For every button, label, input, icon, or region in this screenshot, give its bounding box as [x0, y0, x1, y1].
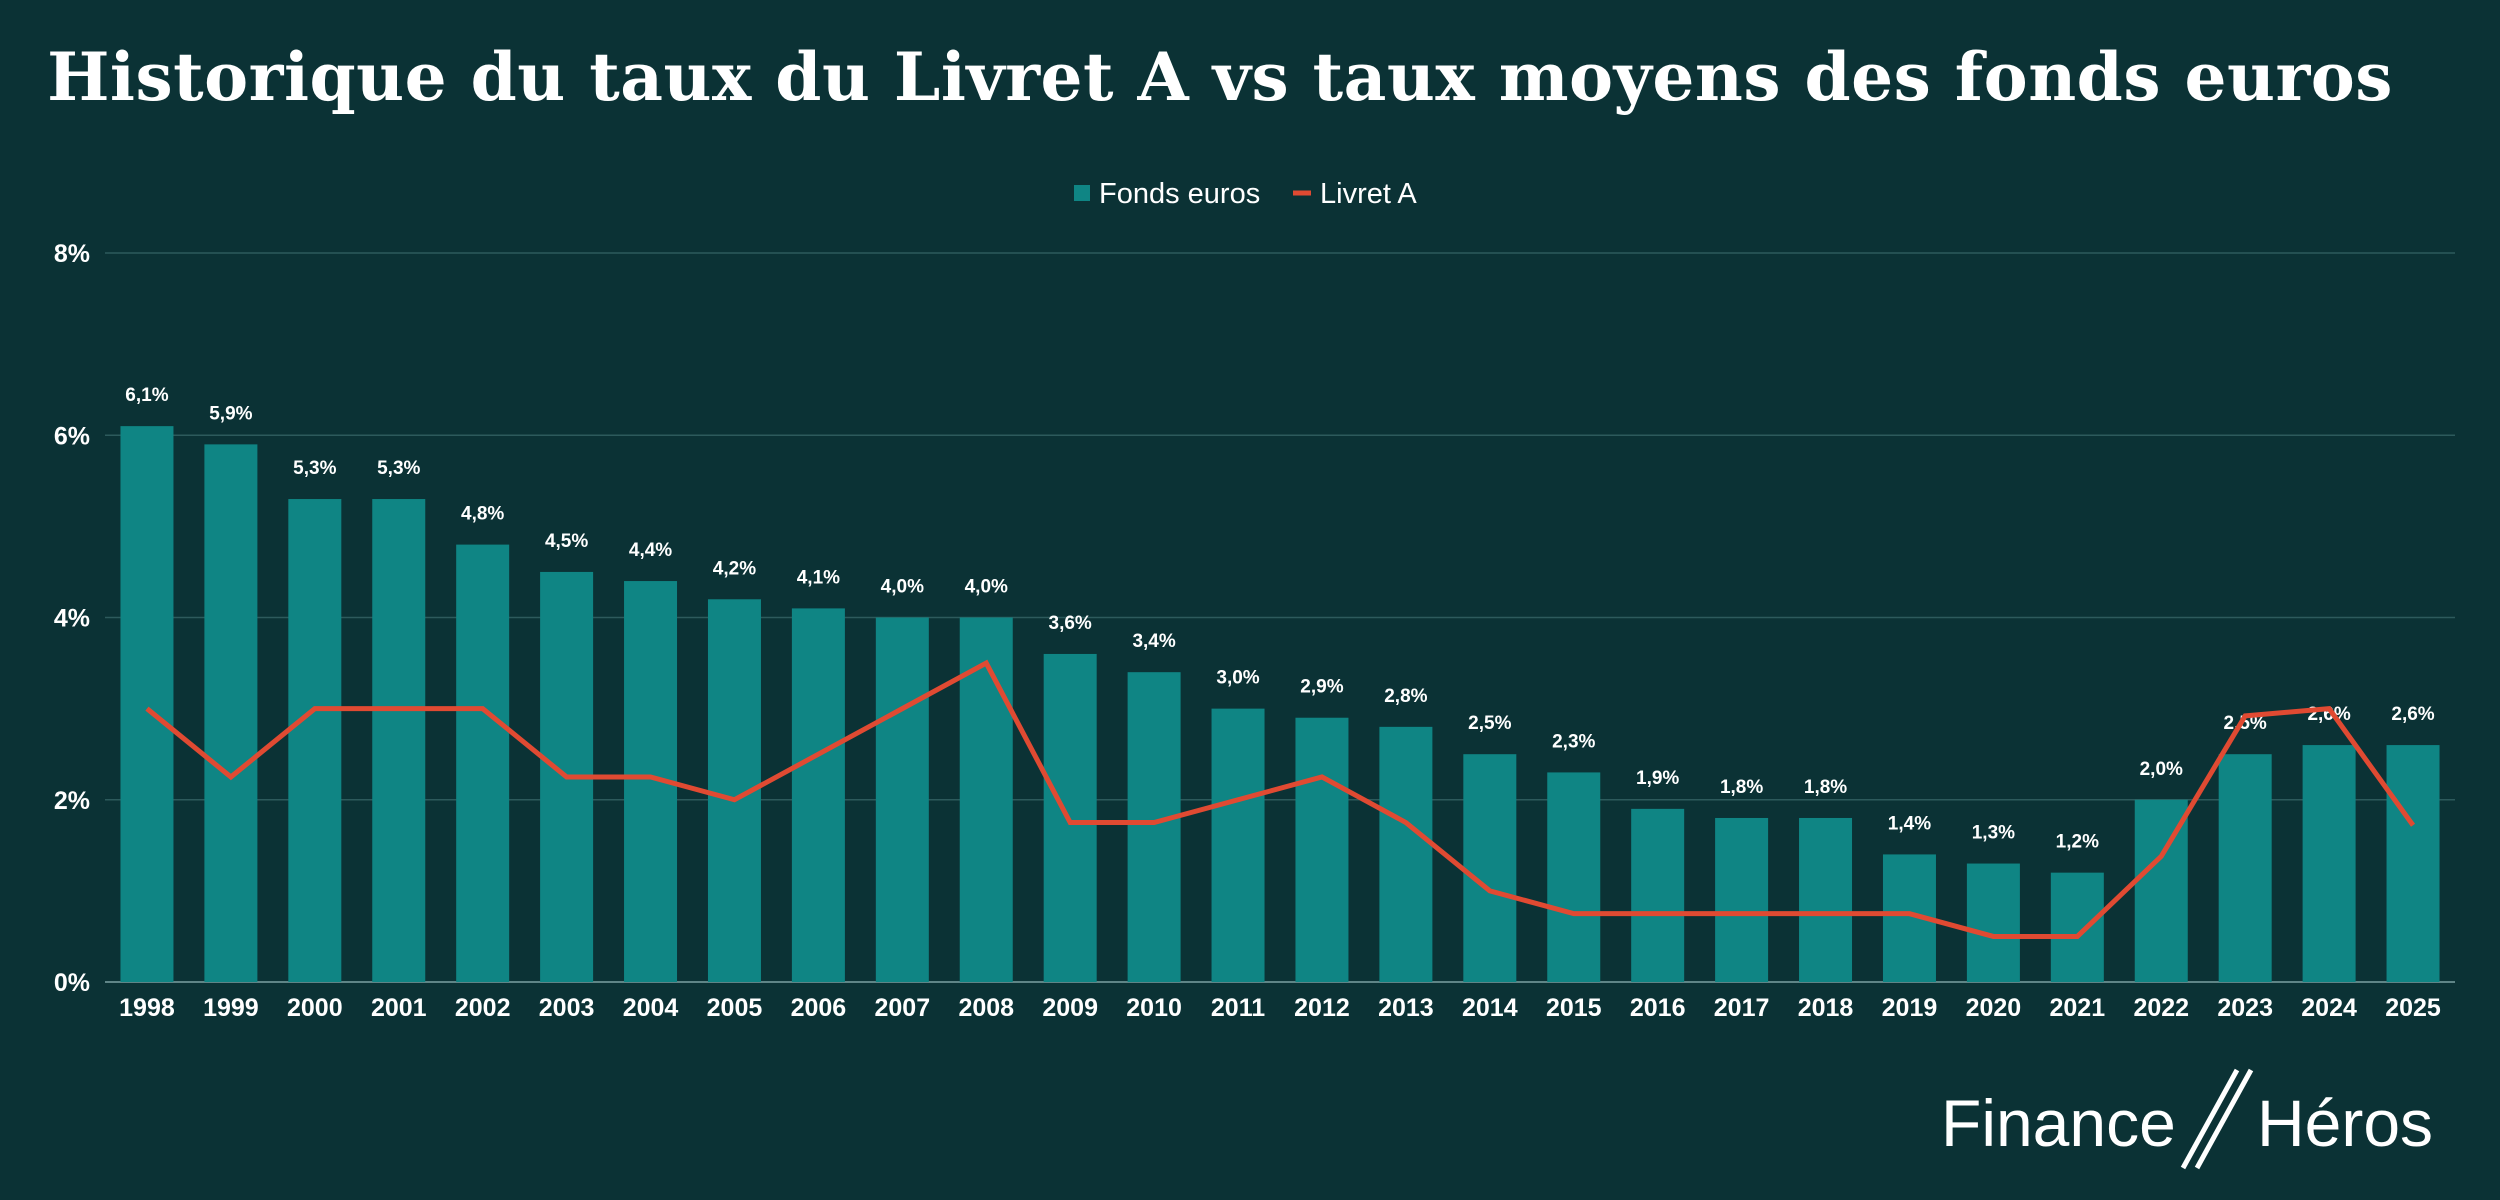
x-tick-label: 2013	[1378, 994, 1434, 1022]
bar-value-label: 4,0%	[965, 577, 1008, 598]
bar-value-label: 4,2%	[713, 558, 756, 579]
bar	[1127, 672, 1181, 982]
x-tick-label: 2021	[2050, 994, 2106, 1022]
x-tick-label: 2015	[1546, 994, 1602, 1022]
bar-value-label: 2,9%	[1300, 677, 1343, 698]
bar-value-label: 4,5%	[545, 531, 588, 552]
bar	[1211, 708, 1265, 982]
bar	[120, 426, 174, 982]
bar-value-label: 2,8%	[1384, 686, 1427, 707]
x-tick-label: 2009	[1042, 994, 1098, 1022]
bar-value-label: 4,8%	[461, 504, 504, 525]
bar-value-label: 5,9%	[209, 403, 252, 424]
x-tick-label: 2017	[1714, 994, 1770, 1022]
x-tick-label: 2011	[1211, 994, 1265, 1022]
bar-value-label: 3,0%	[1216, 668, 1259, 689]
x-tick-label: 2023	[2217, 994, 2273, 1022]
bar-value-label: 1,8%	[1804, 777, 1847, 798]
bar-value-label: 2,5%	[1468, 713, 1511, 734]
y-tick-label: 8%	[54, 240, 90, 268]
bar-value-label: 1,4%	[1888, 813, 1931, 834]
x-tick-label: 2014	[1462, 994, 1518, 1022]
bar	[2302, 745, 2356, 982]
bar	[372, 499, 426, 982]
x-tick-label: 2019	[1882, 994, 1938, 1022]
x-tick-label: 2005	[707, 994, 763, 1022]
y-tick-label: 6%	[54, 422, 90, 450]
legend-label-livret-a: Livret A	[1320, 178, 1417, 210]
x-tick-label: 2018	[1798, 994, 1854, 1022]
y-axis-ticks: 0% 2% 4% 6% 8%	[54, 240, 90, 997]
x-tick-label: 2004	[623, 994, 679, 1022]
bar	[2218, 754, 2272, 982]
finance-heros-logo: Finance Héros	[1941, 1068, 2433, 1170]
bar-value-label: 1,8%	[1720, 777, 1763, 798]
bar-value-label: 4,1%	[797, 567, 840, 588]
bar-value-label: 4,4%	[629, 540, 672, 561]
x-tick-label: 1999	[203, 994, 259, 1022]
bar-value-label: 1,3%	[1972, 823, 2015, 844]
bar	[1631, 808, 1685, 982]
x-tick-label: 2006	[791, 994, 847, 1022]
bar	[1715, 817, 1769, 982]
y-tick-label: 0%	[54, 969, 90, 997]
bar	[1547, 772, 1601, 982]
line-series-livret-a	[145, 659, 2416, 939]
livret-a-line	[145, 659, 2416, 939]
bar-value-label: 3,6%	[1049, 613, 1092, 634]
chart-canvas: Fonds euros Livret A 0% 2% 4% 6% 8% 6,1% 5,9% 5…	[54, 178, 2455, 1022]
x-tick-label: 2012	[1294, 994, 1350, 1022]
bar-value-label: 2,5%	[2224, 713, 2267, 734]
x-tick-label: 2008	[958, 994, 1014, 1022]
bar-value-label: 2,3%	[1552, 731, 1595, 752]
bar-value-label: 2,0%	[2140, 759, 2183, 780]
x-tick-label: 2001	[371, 994, 427, 1022]
x-tick-label: 2016	[1630, 994, 1686, 1022]
x-tick-label: 2010	[1126, 994, 1182, 1022]
bar	[791, 608, 845, 982]
legend-swatch-fonds-euros	[1074, 185, 1090, 201]
x-tick-label: 2022	[2133, 994, 2189, 1022]
bar-value-label: 1,9%	[1636, 768, 1679, 789]
logo-slash-icon	[2180, 1068, 2240, 1170]
logo-text-heros: Héros	[2257, 1086, 2433, 1160]
x-tick-label: 2025	[2385, 994, 2441, 1022]
chart-title: Historique du taux du Livret A vs taux m…	[47, 38, 2393, 116]
bar	[288, 499, 342, 982]
bar	[204, 444, 258, 982]
bar	[875, 617, 929, 982]
legend-label-fonds-euros: Fonds euros	[1099, 178, 1260, 210]
bar	[1966, 863, 2020, 982]
x-tick-label: 2024	[2301, 994, 2357, 1022]
bar-value-label: 2,6%	[2391, 704, 2434, 725]
bar-value-label: 3,4%	[1132, 631, 1175, 652]
x-tick-label: 2002	[455, 994, 511, 1022]
bar	[2050, 872, 2104, 982]
bar	[2386, 745, 2440, 982]
bar-value-label: 4,0%	[881, 577, 924, 598]
bar	[456, 544, 510, 982]
chart-legend: Fonds euros Livret A	[1074, 178, 1417, 210]
x-tick-label: 2000	[287, 994, 343, 1022]
x-tick-label: 1998	[119, 994, 175, 1022]
y-tick-label: 2%	[54, 787, 90, 815]
y-tick-label: 4%	[54, 605, 90, 633]
bar	[1295, 717, 1349, 982]
bar-value-label: 5,3%	[293, 458, 336, 479]
bar-value-label: 5,3%	[377, 458, 420, 479]
bar	[1463, 754, 1517, 982]
bar	[1799, 817, 1853, 982]
bar	[959, 617, 1013, 982]
logo-text-finance: Finance	[1941, 1086, 2176, 1160]
x-tick-label: 2003	[539, 994, 595, 1022]
bar-value-label: 1,2%	[2056, 832, 2099, 853]
x-tick-label: 2020	[1966, 994, 2022, 1022]
x-axis-ticks: 1998 1999 2000 2001 2002 2003 2004 2005 2006 2007…	[119, 994, 2441, 1022]
bar	[1379, 726, 1433, 982]
bar-value-label: 6,1%	[125, 385, 168, 406]
logo-slash-icon	[2194, 1068, 2254, 1170]
x-tick-label: 2007	[875, 994, 931, 1022]
